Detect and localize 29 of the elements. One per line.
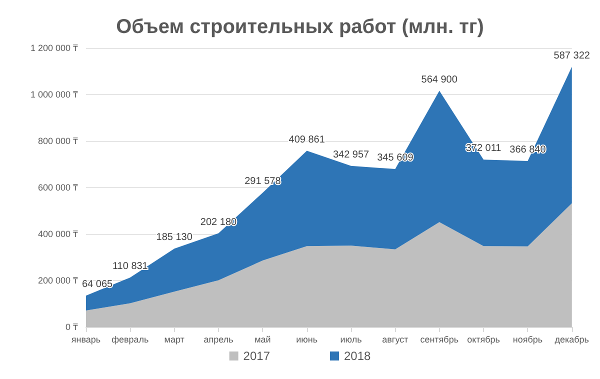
x-tick-label: август	[382, 334, 408, 344]
x-tick-label: сентябрь	[420, 334, 459, 344]
data-label: 587 322	[554, 50, 590, 62]
y-tick-label: 1 200 000 ₸	[30, 43, 78, 53]
x-tick-label: декабрь	[554, 334, 590, 344]
data-label: 409 861	[288, 134, 326, 146]
y-tick-label: 1 000 000 ₸	[30, 90, 78, 100]
y-tick-label: 200 000 ₸	[38, 276, 78, 286]
y-tick-label: 600 000 ₸	[38, 182, 78, 192]
x-tick-label: июль	[340, 334, 362, 344]
chart-title: Объем строительных работ (млн. тг)	[116, 16, 484, 38]
data-label: 64 065	[82, 279, 114, 290]
x-tick-label: март	[164, 334, 184, 344]
x-tick-label: июнь	[296, 334, 318, 344]
x-tick-label: февраль	[112, 334, 150, 344]
x-tick-label: октябрь	[467, 334, 500, 344]
data-label: 110 831	[112, 261, 148, 272]
x-tick-label: май	[254, 334, 271, 344]
x-tick-label: апрель	[204, 334, 234, 344]
data-label: 342 957	[332, 149, 370, 160]
data-label: 185 130	[156, 232, 193, 244]
x-tick-label: ноябрь	[512, 334, 543, 344]
legend-label: 2018	[344, 349, 372, 363]
y-tick-label: 0 ₸	[65, 322, 78, 332]
data-label: 564 900	[421, 74, 458, 86]
x-tick-label: январь	[71, 334, 101, 344]
y-tick-label: 800 000 ₸	[38, 136, 78, 146]
legend-label: 2017	[243, 349, 270, 363]
y-tick-label: 400 000 ₸	[38, 229, 78, 239]
